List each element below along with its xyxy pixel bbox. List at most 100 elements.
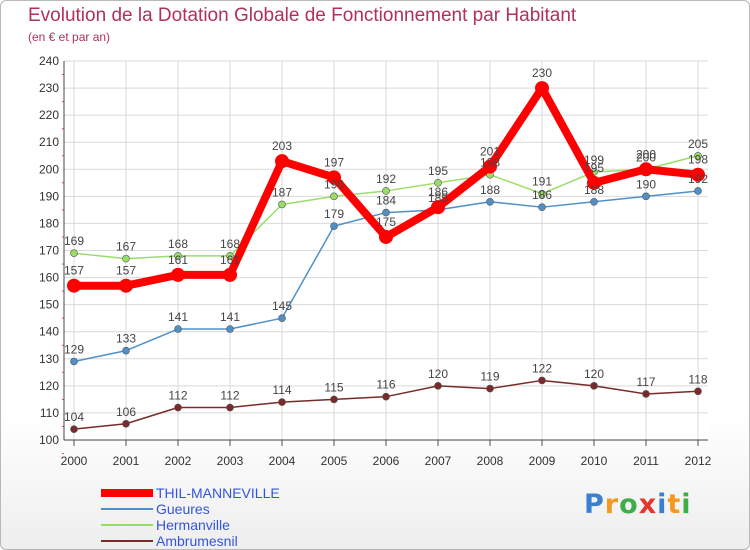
legend-label-ambrumesnil: Ambrumesnil <box>156 533 238 549</box>
data-point-thil-manneville <box>223 267 237 282</box>
data-label-thil-manneville: 203 <box>272 139 292 153</box>
y-tick-label: 170 <box>39 244 59 258</box>
legend-swatch-thil-manneville <box>101 489 153 497</box>
legend-label-hermanville: Hermanville <box>156 517 230 533</box>
data-label-gueures: 186 <box>532 188 552 202</box>
data-label-thil-manneville: 198 <box>688 153 708 167</box>
data-label-hermanville: 168 <box>168 237 188 251</box>
data-label-ambrumesnil: 118 <box>688 372 707 386</box>
data-label-thil-manneville: 201 <box>480 145 500 159</box>
data-label-ambrumesnil: 104 <box>64 410 84 424</box>
data-point-hermanville <box>174 252 182 260</box>
legend-swatch-ambrumesnil <box>101 540 153 542</box>
brand-logo-letter: i <box>657 489 668 520</box>
legend-label-gueures: Gueures <box>156 501 210 517</box>
data-point-gueures <box>538 203 546 211</box>
data-label-ambrumesnil: 106 <box>116 405 136 419</box>
data-point-gueures <box>694 187 702 195</box>
series-gueures <box>70 187 702 366</box>
brand-logo-letter: P <box>584 489 605 520</box>
x-tick-label: 2012 <box>685 454 712 468</box>
data-point-ambrumesnil <box>642 390 650 398</box>
data-point-thil-manneville <box>431 200 445 215</box>
data-point-hermanville <box>694 151 702 160</box>
y-tick-label: 210 <box>39 135 59 149</box>
brand-logo-letter: i <box>681 489 692 520</box>
data-label-thil-manneville: 195 <box>584 161 604 175</box>
series-hermanville <box>70 151 702 263</box>
data-label-ambrumesnil: 114 <box>272 383 291 397</box>
brand-logo-letter: t <box>667 489 682 520</box>
legend-label-thil-manneville: THIL-MANNEVILLE <box>156 485 280 501</box>
data-label-gueures: 141 <box>168 310 188 324</box>
brand-logo: Proxiti <box>584 489 692 520</box>
data-point-thil-manneville <box>327 170 341 185</box>
y-tick-label: 100 <box>39 433 59 447</box>
data-label-gueures: 185 <box>428 191 448 205</box>
data-label-thil-manneville: 161 <box>220 253 240 267</box>
data-point-thil-manneville <box>275 154 289 169</box>
legend-swatch-gueures <box>101 508 153 510</box>
x-tick-label: 2011 <box>633 454 659 468</box>
data-label-hermanville: 192 <box>376 172 396 186</box>
data-label-ambrumesnil: 112 <box>168 389 187 403</box>
data-point-thil-manneville <box>67 278 81 293</box>
data-point-gueures <box>278 314 286 322</box>
x-tick-label: 2010 <box>581 454 608 468</box>
data-label-thil-manneville: 157 <box>64 264 84 278</box>
data-label-thil-manneville: 197 <box>324 155 344 169</box>
data-label-ambrumesnil: 120 <box>584 367 604 381</box>
data-label-ambrumesnil: 115 <box>324 380 343 394</box>
data-label-hermanville: 205 <box>688 137 708 151</box>
data-point-ambrumesnil <box>122 419 130 428</box>
brand-logo-letter: o <box>619 489 639 520</box>
data-label-gueures: 129 <box>64 342 84 356</box>
data-label-ambrumesnil: 119 <box>480 370 499 384</box>
data-point-thil-manneville <box>379 229 393 244</box>
data-label-gueures: 188 <box>584 183 604 197</box>
data-label-hermanville: 190 <box>324 177 344 191</box>
data-point-ambrumesnil <box>174 403 182 412</box>
data-point-ambrumesnil <box>590 382 598 390</box>
data-point-ambrumesnil <box>330 395 338 404</box>
data-point-gueures <box>174 325 182 333</box>
data-label-gueures: 184 <box>376 194 396 208</box>
data-point-thil-manneville <box>119 278 133 293</box>
chart-title: Evolution de la Dotation Globale de Fonc… <box>28 5 577 26</box>
y-tick-label: 180 <box>39 216 59 230</box>
data-label-gueures: 133 <box>116 332 136 346</box>
legend-swatch-hermanville <box>101 524 153 526</box>
data-label-thil-manneville: 157 <box>116 264 136 278</box>
data-point-ambrumesnil <box>538 376 546 385</box>
data-label-gueures: 145 <box>272 299 292 313</box>
data-point-thil-manneville <box>639 162 653 177</box>
data-label-ambrumesnil: 120 <box>428 367 448 381</box>
data-point-thil-manneville <box>483 159 497 174</box>
data-point-ambrumesnil <box>382 392 390 401</box>
series-ambrumesnil <box>70 376 702 433</box>
x-tick-label: 2005 <box>321 454 348 468</box>
data-label-gueures: 188 <box>480 183 500 197</box>
data-point-gueures <box>642 192 650 201</box>
series-thil-manneville <box>67 81 705 293</box>
data-point-gueures <box>590 197 598 206</box>
brand-logo-letter: r <box>604 489 620 520</box>
data-point-gueures <box>70 357 78 366</box>
y-tick-label: 200 <box>39 162 59 176</box>
data-label-hermanville: 168 <box>220 237 240 251</box>
data-point-thil-manneville <box>691 167 705 182</box>
data-label-hermanville: 191 <box>532 175 552 189</box>
y-tick-label: 240 <box>39 54 59 68</box>
data-label-hermanville: 169 <box>64 234 84 248</box>
x-tick-label: 2006 <box>373 454 400 468</box>
data-point-hermanville <box>382 187 390 195</box>
data-point-gueures <box>486 197 494 206</box>
data-label-hermanville: 187 <box>272 185 292 199</box>
data-label-hermanville: 200 <box>636 150 656 164</box>
data-point-ambrumesnil <box>434 382 442 390</box>
data-point-hermanville <box>278 200 286 209</box>
y-tick-label: 220 <box>39 108 59 122</box>
x-tick-label: 2001 <box>113 454 140 468</box>
data-point-gueures <box>330 222 338 230</box>
